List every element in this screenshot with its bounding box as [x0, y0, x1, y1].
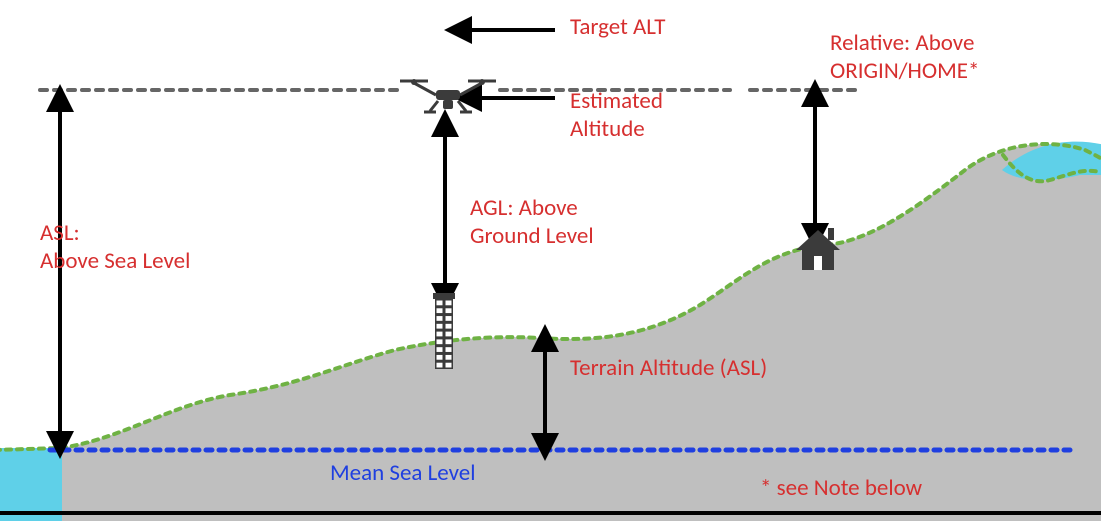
label-asl: ASL: Above Sea Level	[40, 220, 190, 275]
water-left	[0, 448, 62, 521]
label-relative: Relative: Above ORIGIN/HOME*	[830, 30, 979, 85]
label-footnote: * see Note below	[760, 475, 922, 503]
house-icon	[796, 228, 840, 270]
label-estimated-altitude: Estimated Altitude	[570, 88, 663, 143]
label-terrain-alt: Terrain Altitude (ASL)	[570, 355, 767, 383]
altitude-diagram: Target ALT Estimated Altitude Relative: …	[0, 0, 1101, 521]
drone-icon	[400, 79, 496, 112]
label-mean-sea-level: Mean Sea Level	[330, 460, 476, 488]
label-target-alt: Target ALT	[570, 14, 666, 42]
label-agl: AGL: Above Ground Level	[470, 195, 594, 250]
building-icon	[433, 293, 455, 369]
